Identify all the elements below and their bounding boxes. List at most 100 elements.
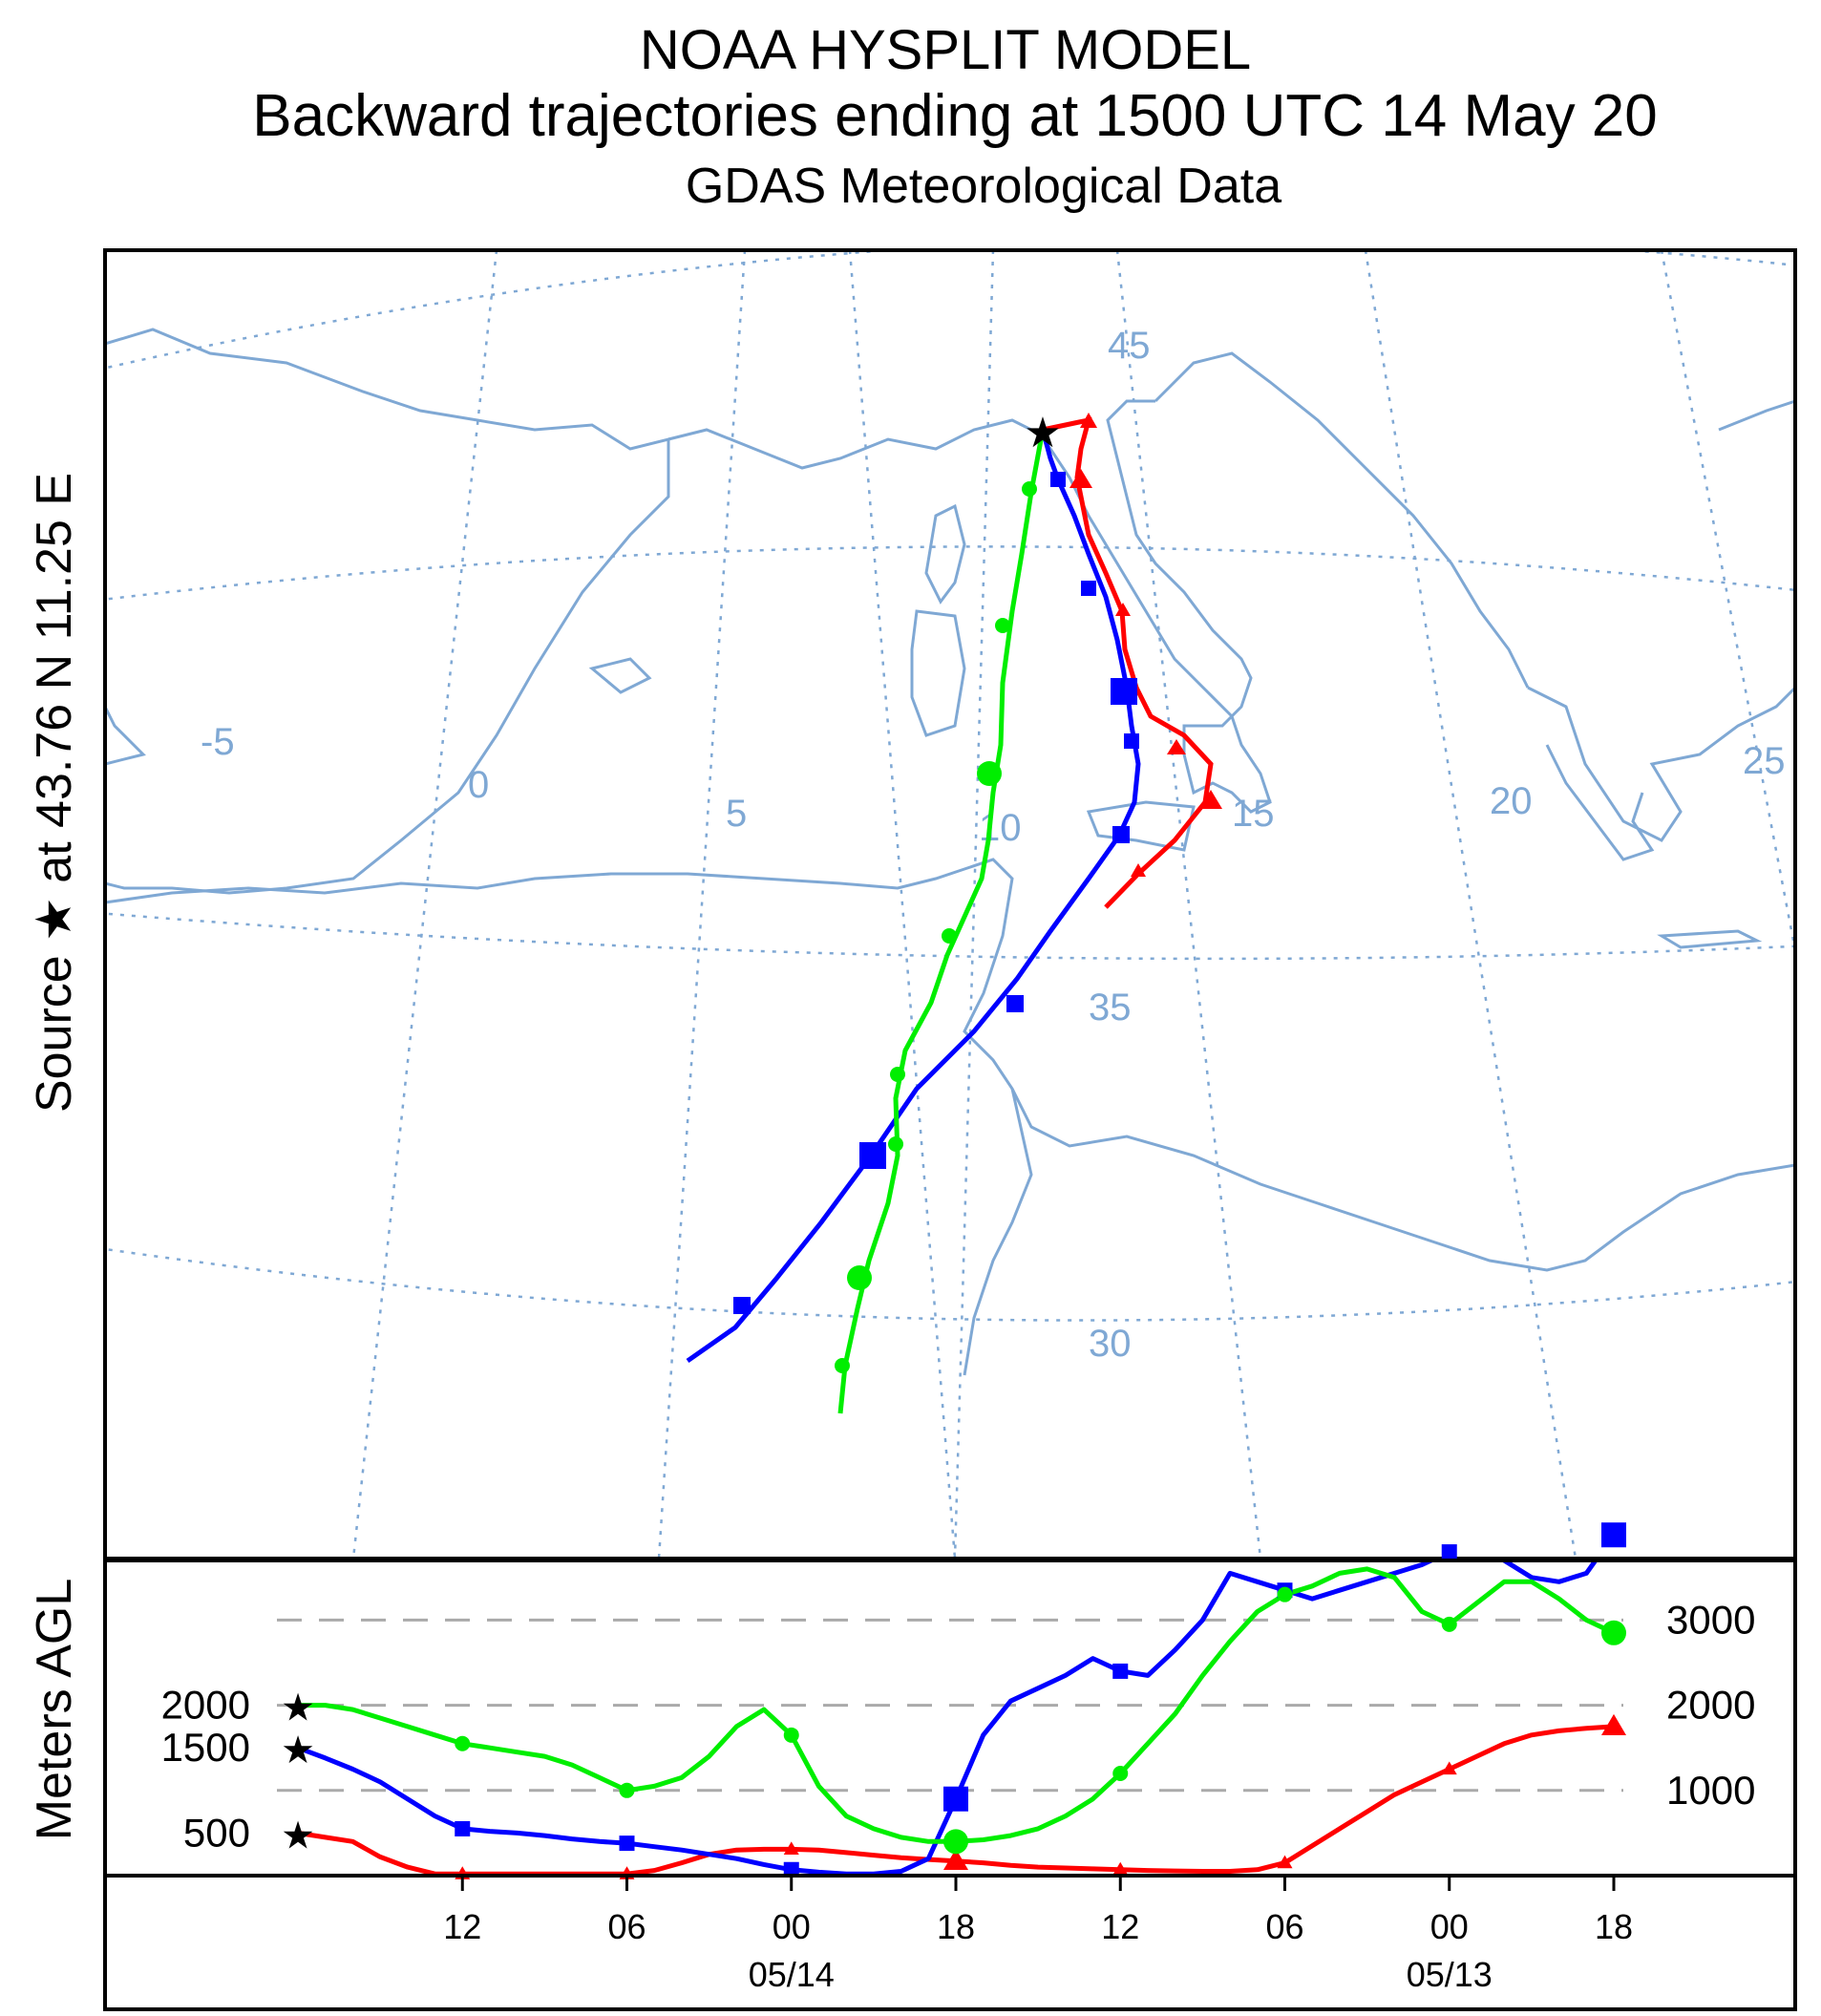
coast-iberia-west [105,706,146,766]
graticule-lon-0 [657,250,747,1559]
marker-square [1112,826,1130,843]
markers-1500m [733,472,1139,1314]
height-panel: Meters AGL 3000 2000 1000 2000 ★ 1500 ★ 500 ★ [27,1522,1797,1879]
height-gridlines [277,1618,1623,1793]
time-axis-panel: 12 06 00 18 12 06 00 18 05/14 05/13 [103,1874,1797,2011]
chart-subtitle: Backward trajectories ending at 1500 UTC… [252,83,1658,149]
coast-france [667,418,1042,470]
height-right-tick-label: 3000 [1666,1597,1755,1642]
map-trajectories: ★ [686,410,1222,1414]
height-marker-circle [455,1735,471,1751]
lon-label: 15 [1232,793,1275,835]
height-left-label: 2000 [161,1683,250,1728]
height-marker-circle [943,1829,968,1855]
marker-square [1111,678,1137,705]
marker-triangle [1069,469,1092,488]
lon-label: 20 [1490,780,1533,822]
height-frame [103,1559,1797,1878]
height-marker-square [1601,1522,1626,1548]
chart-title: NOAA HYSPLIT MODEL [640,19,1251,81]
time-tick-label: 18 [937,1907,975,1946]
time-tick-label: 06 [607,1907,646,1946]
trajectory-500m [1042,416,1214,909]
island-sicily [1086,800,1196,852]
marker-circle [1022,481,1037,497]
marker-square [733,1297,751,1314]
markers-2000m [835,481,1037,1373]
graticule-lon-15 [1115,250,1262,1559]
coast-black-sea-turkey [1718,399,1795,432]
height-left-label: 1500 [161,1725,250,1770]
height-marker-triangle [1277,1855,1293,1869]
island-sardinia [910,609,966,737]
time-tick-label: 00 [773,1907,811,1946]
map-frame [103,248,1797,1560]
graticule-lat-35 [105,912,1795,961]
height-marker-triangle [783,1841,799,1855]
time-tick-label: 00 [1430,1907,1469,1946]
marker-circle [942,928,957,944]
marker-square [1006,995,1024,1012]
graticule-lon-25 [1660,250,1795,957]
graticule-lon--5 [351,250,498,1559]
lon-label: 10 [979,807,1022,849]
graticule-lat-45 [105,250,1795,370]
height-marker-square [619,1836,635,1852]
graticule-lat-30 [105,1247,1795,1322]
height-marker-circle [1112,1765,1129,1781]
time-tick-label: 12 [1101,1907,1139,1946]
height-marker-square [1112,1663,1129,1679]
lat-label: 30 [1089,1323,1132,1365]
island-corsica [924,503,966,605]
height-right-tick-label: 1000 [1666,1768,1755,1813]
marker-triangle [1115,603,1131,616]
marker-circle [977,761,1002,786]
coast-italy [1039,399,1272,814]
lat-labels: 45 35 30 [1089,325,1151,1365]
lon-label: 25 [1743,740,1786,782]
height-marker-circle [1441,1616,1457,1632]
lat-label: 45 [1108,325,1151,367]
height-marker-triangle [943,1848,968,1870]
height-marker-circle [619,1782,635,1798]
marker-circle [835,1358,850,1373]
lat-label: 35 [1089,987,1132,1029]
marker-square [1050,472,1066,487]
time-tick-label: 18 [1595,1907,1633,1946]
marker-circle [847,1265,872,1290]
marker-circle [890,1067,905,1082]
graticule-lon-10 [953,250,995,1559]
source-star-icon: ★ [1024,410,1061,456]
marker-triangle [1167,739,1186,754]
time-ticks: 12 06 00 18 12 06 00 18 05/14 05/13 [443,1876,1633,1994]
map-panel: 45 35 30 -5 0 5 10 15 20 25 [103,248,1797,1560]
graticule-lat-40 [105,545,1795,601]
marker-circle [995,618,1010,633]
lon-labels: -5 0 5 10 15 20 25 [201,721,1786,849]
height-marker-circle [1601,1620,1626,1645]
source-label: Source ★ at 43.76 N 11.25 E [27,473,82,1113]
island-balearic [588,657,652,694]
start-star-icon: ★ [281,1730,315,1772]
height-marker-square [943,1786,968,1812]
graticule-lon-20 [1364,250,1577,1559]
marker-square [1124,733,1139,749]
time-axis-frame [103,1874,1797,2011]
marker-circle [888,1136,903,1152]
marker-triangle [1131,863,1146,877]
time-date-label: 05/14 [749,1955,835,1994]
height-marker-triangle [1441,1761,1457,1775]
graticule-lon-5 [848,250,957,1559]
trajectory-2000m [837,429,1046,1414]
marker-triangle [1199,790,1222,809]
height-marker-square [455,1820,471,1836]
start-star-icon: ★ [281,1687,315,1730]
coast-balkans [1527,686,1795,842]
height-marker-circle [783,1727,799,1743]
map-background [105,250,1795,1559]
start-star-icon: ★ [281,1814,315,1857]
height-marker-square [1441,1544,1457,1560]
time-tick-label: 06 [1265,1907,1303,1946]
height-marker-triangle [1601,1713,1626,1736]
